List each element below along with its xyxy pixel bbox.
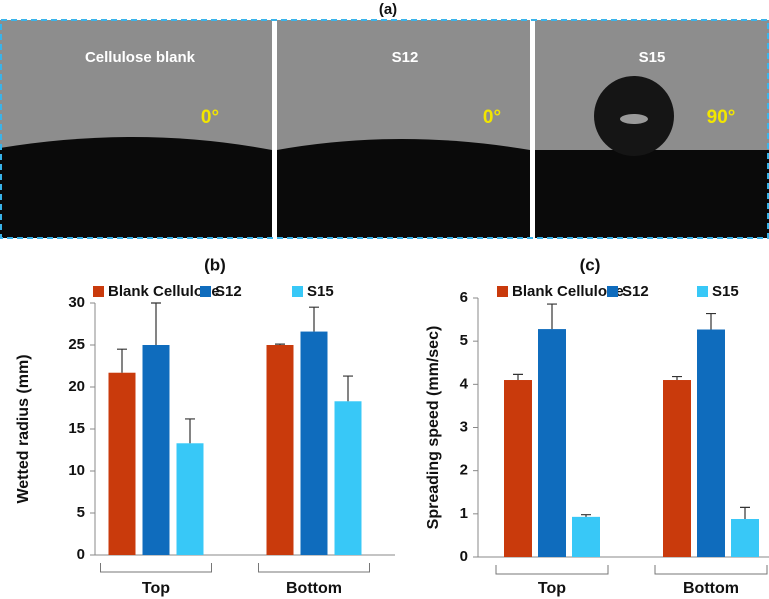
category-bracket	[495, 565, 609, 575]
photo-strip: Cellulose blank S12 S15 0° 0° 90°	[0, 19, 769, 239]
legend-swatch	[497, 286, 508, 297]
substrate	[535, 150, 769, 238]
angle-label: 0°	[201, 107, 219, 128]
error-bar	[275, 343, 285, 345]
category-bracket	[100, 563, 212, 573]
photo-label: S15	[639, 49, 666, 66]
legend-swatch	[200, 286, 211, 297]
legend-swatch	[292, 286, 303, 297]
x-tick-label: Bottom	[683, 580, 739, 597]
legend-label: S15	[712, 283, 739, 300]
y-axis-label: Spreading speed (mm/sec)	[425, 326, 442, 530]
y-tick-label: 25	[68, 336, 85, 353]
bar	[538, 329, 566, 557]
bar	[176, 443, 204, 555]
legend-label: S12	[215, 283, 242, 300]
error-bar	[343, 375, 353, 402]
y-axis-label: Wetted radius (mm)	[15, 354, 32, 503]
legend-swatch	[607, 286, 618, 297]
droplet-highlight	[620, 114, 648, 124]
legend-swatch	[93, 286, 104, 297]
y-tick-label: 6	[460, 289, 468, 306]
error-bar	[513, 373, 523, 381]
x-tick-label: Bottom	[286, 580, 342, 597]
y-tick-label: 2	[460, 462, 468, 479]
y-tick-label: 0	[460, 548, 468, 565]
bar	[572, 516, 600, 557]
bar	[142, 345, 170, 555]
category-bracket	[258, 563, 370, 573]
angle-label: 0°	[483, 107, 501, 128]
legend-swatch	[697, 286, 708, 297]
substrate	[0, 136, 272, 238]
error-bar	[117, 348, 127, 373]
photo-label: Cellulose blank	[85, 49, 196, 66]
bar	[266, 345, 294, 555]
y-tick-label: 10	[68, 462, 85, 479]
legend-label: S12	[622, 283, 649, 300]
error-bar	[672, 375, 682, 381]
legend-label: S15	[307, 283, 334, 300]
y-tick-label: 1	[460, 505, 468, 522]
error-bar	[151, 302, 161, 345]
bar	[504, 380, 532, 557]
y-tick-label: 3	[460, 418, 468, 435]
error-bar	[740, 506, 750, 520]
chart-title: (b)	[204, 255, 226, 274]
error-bar	[706, 312, 716, 330]
bar	[334, 401, 362, 555]
bar	[300, 331, 328, 555]
y-tick-label: 4	[460, 375, 469, 392]
chart-title: (c)	[580, 255, 601, 274]
error-bar	[547, 303, 557, 330]
bar	[697, 329, 725, 557]
error-bar	[309, 306, 319, 332]
frame	[0, 19, 769, 239]
error-bar	[581, 514, 591, 517]
photo-label: S12	[392, 49, 419, 66]
error-bar	[185, 418, 195, 444]
bar	[663, 380, 691, 557]
x-tick-label: Top	[538, 580, 566, 597]
substrate	[277, 139, 530, 238]
y-tick-label: 0	[77, 546, 85, 563]
bar	[731, 519, 759, 557]
panel-title: (a)	[379, 1, 397, 18]
legend-label: Blank Cellulose	[512, 283, 624, 300]
angle-label: 90°	[707, 107, 736, 128]
legend-label: Blank Cellulose	[108, 283, 220, 300]
y-tick-label: 15	[68, 420, 85, 437]
bar	[108, 372, 136, 555]
y-tick-label: 5	[460, 332, 468, 349]
category-bracket	[654, 565, 768, 575]
y-tick-label: 20	[68, 378, 85, 395]
x-tick-label: Top	[142, 580, 170, 597]
y-tick-label: 30	[68, 294, 85, 311]
y-tick-label: 5	[77, 504, 85, 521]
